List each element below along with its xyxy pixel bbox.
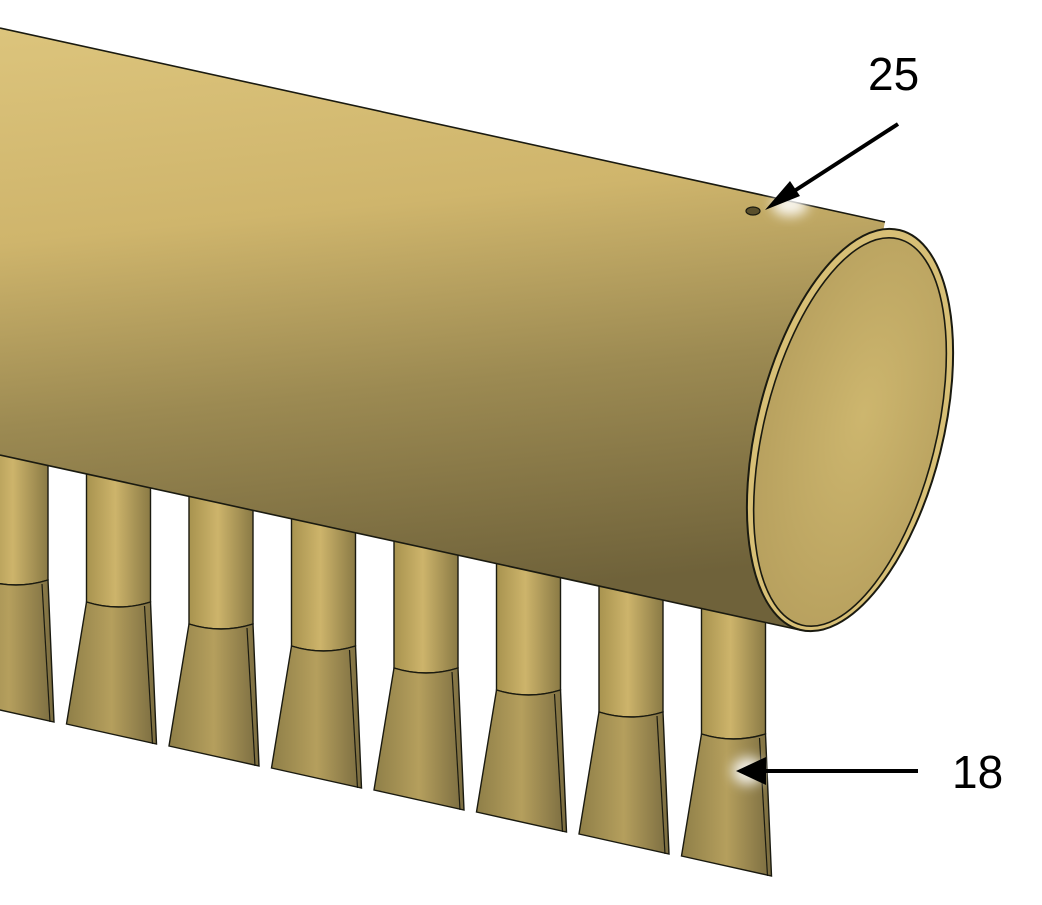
- callout-18-arrowhead: [736, 757, 766, 785]
- nozzle-flare: [168, 623, 260, 767]
- callout-25-arrowhead: [765, 181, 800, 210]
- callout-18: 18: [732, 746, 1003, 798]
- tube-body: [0, 28, 885, 630]
- callout-25-arrow-line: [783, 122, 900, 199]
- tube-top-edge: [0, 27, 886, 223]
- nozzle: [270, 505, 363, 789]
- nozzle-flare: [0, 579, 55, 723]
- nozzle-flare-edge: [348, 649, 359, 789]
- nozzle-flare: [578, 711, 670, 855]
- nozzle-flare: [65, 601, 158, 745]
- end-cap-face: [752, 236, 948, 628]
- nozzle: [0, 439, 55, 723]
- nozzle-flare: [475, 689, 568, 833]
- tube-bottom-edge: [0, 454, 801, 631]
- nozzle: [475, 549, 568, 833]
- nozzle-flare-edge: [656, 715, 666, 855]
- nozzle-flare-edge: [451, 671, 461, 811]
- nozzle-flare-edge: [246, 627, 256, 767]
- hole-feature: [745, 206, 761, 216]
- nozzle-flare: [680, 733, 773, 877]
- nozzle: [578, 571, 670, 855]
- nozzle-flare: [270, 645, 363, 789]
- nozzle-flare-edge: [553, 693, 564, 833]
- nozzle: [373, 527, 465, 811]
- callout-18-label: 18: [952, 746, 1003, 798]
- nozzle: [65, 461, 158, 745]
- nozzle: [168, 483, 260, 767]
- nozzle-flare-edge: [41, 583, 51, 723]
- nozzle: [680, 593, 773, 877]
- callout-25-label: 25: [868, 48, 919, 100]
- callout-25: 25: [765, 48, 919, 216]
- nozzle-array: [0, 439, 773, 877]
- nozzle-flare: [373, 667, 465, 811]
- nozzle-flare-edge: [143, 605, 154, 745]
